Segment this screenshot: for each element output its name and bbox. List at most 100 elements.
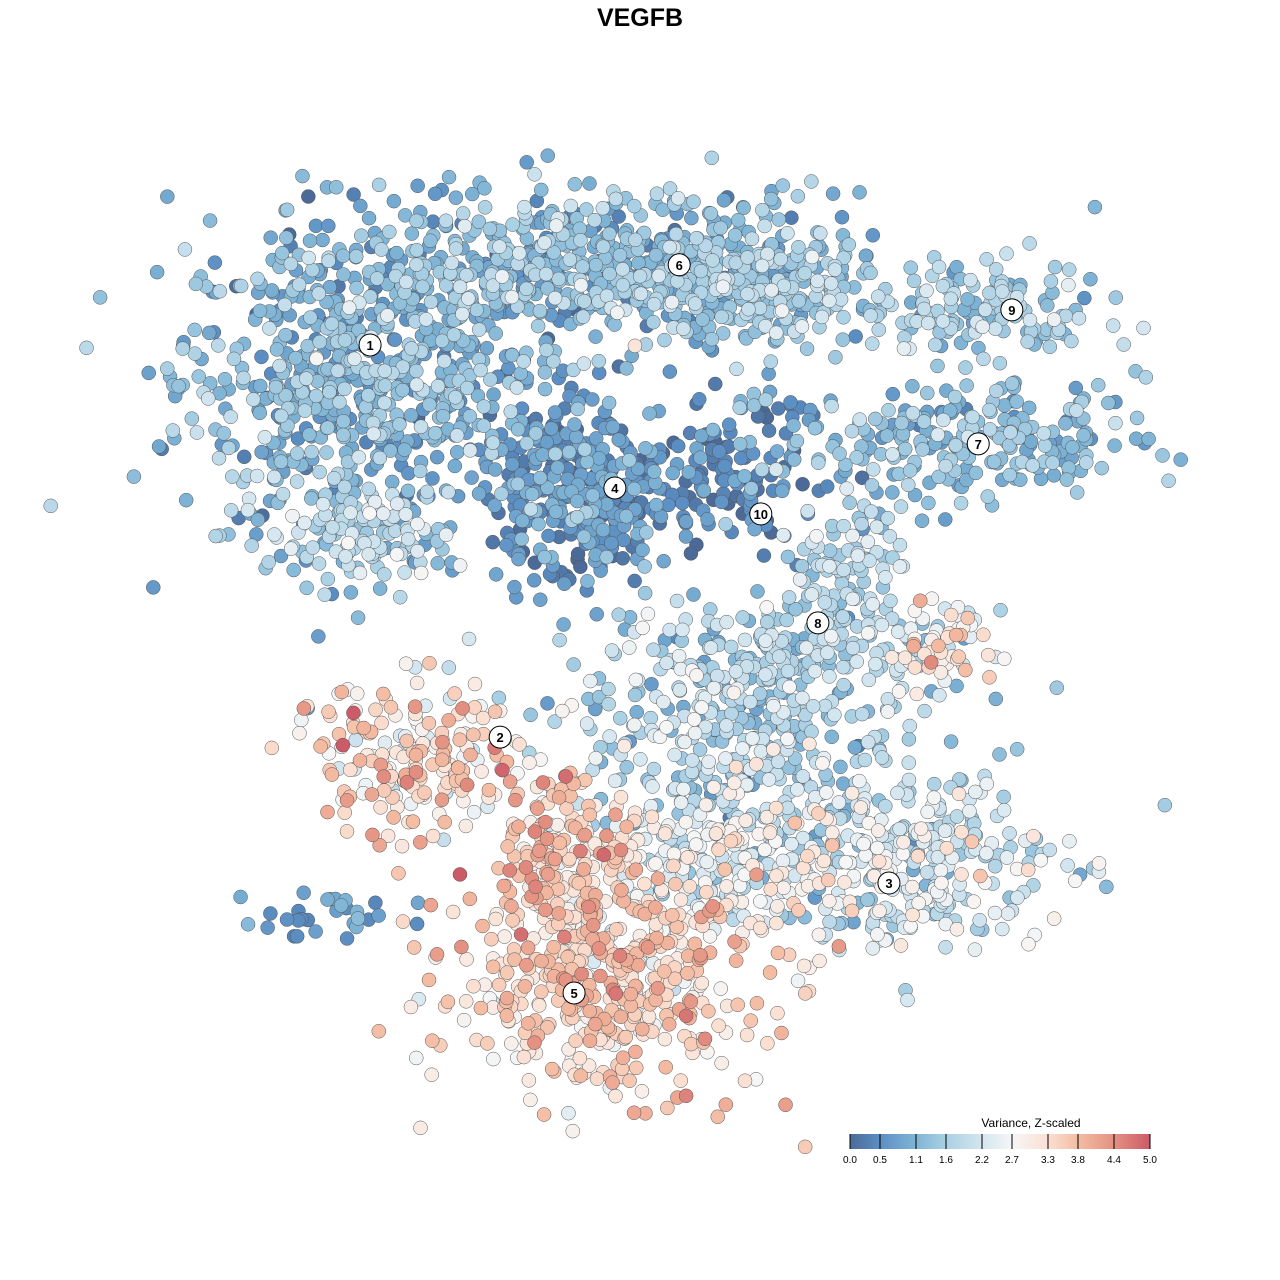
data-point: [1002, 826, 1017, 841]
data-point: [775, 853, 791, 869]
data-point: [398, 507, 414, 522]
data-point: [409, 213, 424, 229]
data-point: [646, 642, 661, 658]
data-point: [689, 668, 704, 683]
data-point: [784, 210, 799, 225]
data-point: [1071, 311, 1087, 326]
data-point: [419, 484, 435, 500]
data-point: [760, 614, 775, 630]
data-point: [871, 854, 887, 869]
data-point: [246, 392, 261, 407]
data-point: [807, 420, 823, 436]
data-point: [988, 691, 1004, 707]
data-point: [758, 392, 773, 407]
data-point: [254, 349, 269, 365]
data-point: [799, 640, 814, 655]
data-point: [979, 776, 995, 792]
data-point: [893, 499, 909, 514]
data-point: [827, 262, 843, 277]
data-point: [450, 760, 466, 775]
data-point: [832, 446, 847, 461]
data-point: [537, 235, 552, 250]
data-point: [301, 189, 316, 204]
data-point: [736, 200, 751, 216]
data-point: [296, 701, 312, 716]
data-point: [499, 965, 515, 980]
data-point: [717, 458, 732, 474]
data-point: [686, 194, 701, 209]
data-point: [937, 512, 953, 527]
data-point: [993, 602, 1008, 618]
data-point: [704, 150, 720, 166]
cluster-label: 5: [562, 981, 586, 1005]
data-point: [460, 380, 475, 396]
data-point: [1042, 339, 1058, 355]
data-point: [544, 421, 559, 436]
data-point: [633, 286, 649, 301]
data-point: [449, 428, 465, 443]
data-point: [622, 640, 637, 655]
data-point: [223, 409, 238, 425]
data-point: [1141, 431, 1156, 447]
data-point: [233, 889, 248, 905]
data-point: [497, 929, 512, 944]
data-point: [611, 432, 626, 447]
data-point: [982, 670, 997, 685]
data-point: [731, 212, 746, 228]
data-point: [774, 483, 790, 499]
data-point: [528, 879, 543, 895]
data-point: [534, 984, 549, 999]
data-point: [627, 687, 643, 703]
data-point: [897, 441, 913, 457]
data-point: [737, 1073, 753, 1089]
data-point: [626, 481, 642, 497]
data-point: [697, 1031, 713, 1047]
data-point: [794, 319, 810, 334]
data-point: [619, 819, 634, 835]
data-point: [321, 218, 336, 234]
data-point: [537, 549, 552, 565]
data-point: [505, 217, 520, 232]
data-point: [1083, 271, 1098, 287]
data-point: [938, 940, 953, 955]
data-point: [569, 429, 584, 445]
data-point: [308, 924, 323, 939]
data-point: [797, 1139, 813, 1155]
data-point: [540, 696, 555, 711]
data-point: [627, 573, 642, 589]
data-point: [954, 867, 969, 882]
data-point: [424, 1033, 440, 1048]
data-point: [454, 939, 469, 955]
data-point: [516, 354, 531, 369]
data-point: [409, 916, 425, 932]
data-point: [464, 186, 480, 202]
data-point: [313, 739, 328, 754]
data-point: [579, 716, 595, 731]
data-point: [225, 469, 240, 484]
data-point: [681, 465, 697, 480]
data-point: [905, 907, 920, 923]
data-point: [825, 186, 841, 201]
data-point: [637, 559, 652, 574]
data-point: [189, 425, 205, 440]
data-point: [576, 356, 592, 371]
data-point: [943, 734, 959, 749]
data-point: [184, 411, 200, 426]
data-point: [891, 684, 907, 699]
data-point: [813, 226, 828, 241]
data-point: [917, 703, 932, 719]
data-point: [753, 744, 769, 759]
data-point: [995, 284, 1010, 299]
data-point: [512, 246, 527, 261]
data-point: [488, 911, 503, 927]
data-point: [557, 929, 572, 945]
data-point: [870, 927, 885, 942]
data-point: [685, 753, 700, 768]
data-point: [943, 607, 959, 623]
data-point: [486, 387, 501, 402]
data-point: [997, 651, 1012, 667]
data-point: [849, 450, 864, 465]
data-point: [366, 426, 381, 442]
data-point: [662, 622, 677, 638]
data-point: [933, 863, 949, 878]
